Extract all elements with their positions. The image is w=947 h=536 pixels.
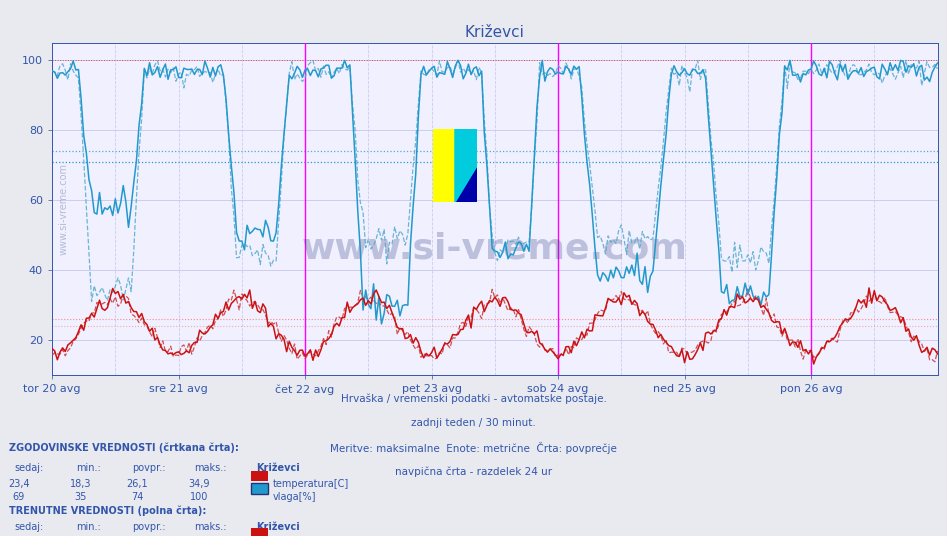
Text: 74: 74	[131, 492, 144, 502]
Polygon shape	[455, 166, 477, 203]
Text: 35: 35	[74, 492, 87, 502]
Text: TRENUTNE VREDNOSTI (polna črta):: TRENUTNE VREDNOSTI (polna črta):	[9, 505, 206, 516]
Text: Križevci: Križevci	[256, 522, 299, 532]
Text: sedaj:: sedaj:	[14, 522, 44, 532]
Text: vlaga[%]: vlaga[%]	[273, 492, 316, 502]
Title: Križevci: Križevci	[465, 25, 525, 40]
Text: www.si-vreme.com: www.si-vreme.com	[59, 163, 68, 255]
Polygon shape	[455, 129, 477, 203]
Text: 100: 100	[189, 492, 208, 502]
Text: sedaj:: sedaj:	[14, 463, 44, 473]
Text: Meritve: maksimalne  Enote: metrične  Črta: povprečje: Meritve: maksimalne Enote: metrične Črta…	[331, 442, 616, 454]
Text: min.:: min.:	[76, 463, 100, 473]
Text: min.:: min.:	[76, 522, 100, 532]
Text: navpična črta - razdelek 24 ur: navpična črta - razdelek 24 ur	[395, 466, 552, 477]
Text: temperatura[C]: temperatura[C]	[273, 479, 349, 489]
Text: maks.:: maks.:	[194, 463, 226, 473]
Text: povpr.:: povpr.:	[133, 522, 166, 532]
Text: 34,9: 34,9	[188, 479, 209, 489]
Text: ZGODOVINSKE VREDNOSTI (črtkana črta):: ZGODOVINSKE VREDNOSTI (črtkana črta):	[9, 442, 240, 453]
Text: maks.:: maks.:	[194, 522, 226, 532]
Text: zadnji teden / 30 minut.: zadnji teden / 30 minut.	[411, 418, 536, 428]
Text: povpr.:: povpr.:	[133, 463, 166, 473]
Text: 23,4: 23,4	[9, 479, 29, 489]
Text: 26,1: 26,1	[127, 479, 148, 489]
Polygon shape	[433, 129, 455, 203]
Text: 69: 69	[13, 492, 25, 502]
Text: www.si-vreme.com: www.si-vreme.com	[302, 232, 688, 266]
Text: 18,3: 18,3	[70, 479, 91, 489]
Text: Križevci: Križevci	[256, 463, 299, 473]
Text: Hrvaška / vremenski podatki - avtomatske postaje.: Hrvaška / vremenski podatki - avtomatske…	[341, 394, 606, 405]
